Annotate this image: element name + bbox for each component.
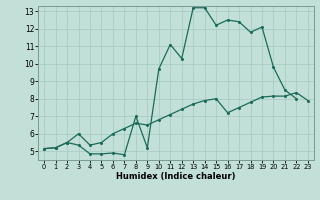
X-axis label: Humidex (Indice chaleur): Humidex (Indice chaleur) [116,172,236,181]
